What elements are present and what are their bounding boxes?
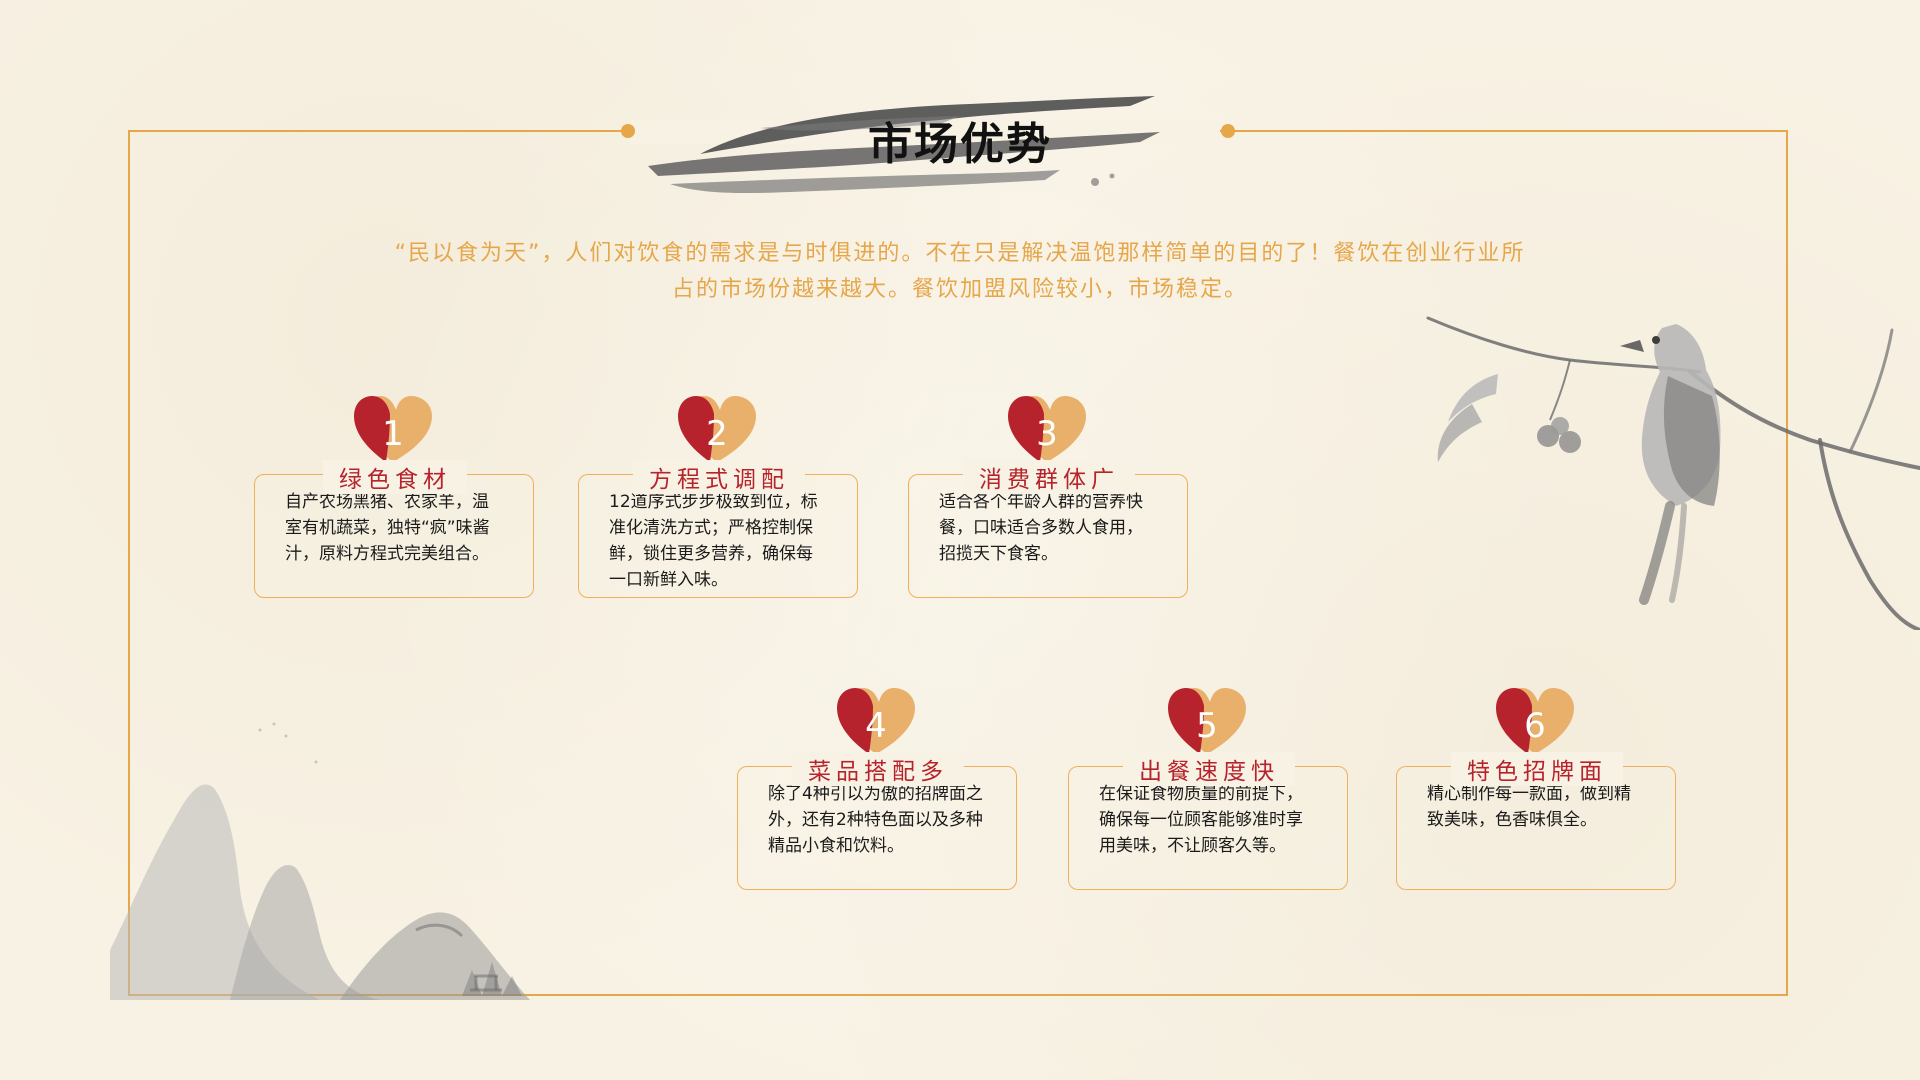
item-number: 6 [1524, 706, 1546, 746]
card-title-wrap: 出餐速度快 [1068, 752, 1350, 786]
card-box: 12道序式步步极致到位，标准化清洗方式；严格控制保鲜，锁住更多营养，确保每一口新… [578, 474, 858, 598]
card-title-wrap: 方程式调配 [578, 460, 860, 494]
card-title-wrap: 特色招牌面 [1396, 752, 1678, 786]
card-description: 12道序式步步极致到位，标准化清洗方式；严格控制保鲜，锁住更多营养，确保每一口新… [609, 492, 818, 590]
card-box: 适合各个年龄人群的营养快餐，口味适合多数人食用，招揽天下食客。 [908, 474, 1188, 598]
heart-badge-icon [678, 396, 756, 462]
ink-brush-stroke [648, 96, 1160, 194]
card-box: 在保证食物质量的前提下，确保每一位顾客能够准时享用美味，不让顾客久等。 [1068, 766, 1348, 890]
card-title: 消费群体广 [963, 460, 1135, 494]
intro-paragraph: “民以食为天”，人们对饮食的需求是与时俱进的。不在只是解决温饱那样简单的目的了！… [394, 241, 1526, 302]
heart-badge-icon [1496, 688, 1574, 754]
card-box: 自产农场黑猪、农家羊，温室有机蔬菜，独特“疯”味酱汁，原料方程式完美组合。 [254, 474, 534, 598]
card-title-wrap: 消费群体广 [908, 460, 1190, 494]
heart-badge-icon [1008, 396, 1086, 462]
item-number: 3 [1036, 414, 1058, 454]
card-description: 除了4种引以为傲的招牌面之外，还有2种特色面以及多种精品小食和饮料。 [768, 784, 983, 856]
card-title: 出餐速度快 [1123, 752, 1295, 786]
heart-badge-icon [1168, 688, 1246, 754]
card-box: 除了4种引以为傲的招牌面之外，还有2种特色面以及多种精品小食和饮料。 [737, 766, 1017, 890]
page-title: 市场优势 [868, 119, 1052, 170]
bird-on-branch-icon [1426, 316, 1920, 630]
card-description: 自产农场黑猪、农家羊，温室有机蔬菜，独特“疯”味酱汁，原料方程式完美组合。 [285, 492, 490, 564]
frame-dot-right [1221, 124, 1235, 138]
heart-badge-icon [837, 688, 915, 754]
card-description: 适合各个年龄人群的营养快餐，口味适合多数人食用，招揽天下食客。 [939, 492, 1143, 564]
item-number: 4 [865, 706, 887, 746]
mountain-ink-icon [110, 722, 530, 1000]
card-title: 方程式调配 [633, 460, 805, 494]
card-title: 特色招牌面 [1451, 752, 1623, 786]
card-description: 精心制作每一款面，做到精致美味，色香味俱全。 [1427, 784, 1631, 830]
item-number: 5 [1196, 706, 1218, 746]
item-number: 1 [382, 414, 404, 454]
item-number: 2 [706, 414, 728, 454]
card-box: 精心制作每一款面，做到精致美味，色香味俱全。 [1396, 766, 1676, 890]
card-title: 绿色食材 [323, 460, 467, 494]
card-title-wrap: 菜品搭配多 [737, 752, 1019, 786]
card-title: 菜品搭配多 [792, 752, 964, 786]
card-title-wrap: 绿色食材 [254, 460, 536, 494]
card-description: 在保证食物质量的前提下，确保每一位顾客能够准时享用美味，不让顾客久等。 [1099, 784, 1303, 856]
frame-dot-left [621, 124, 635, 138]
heart-badge-icon [354, 396, 432, 462]
